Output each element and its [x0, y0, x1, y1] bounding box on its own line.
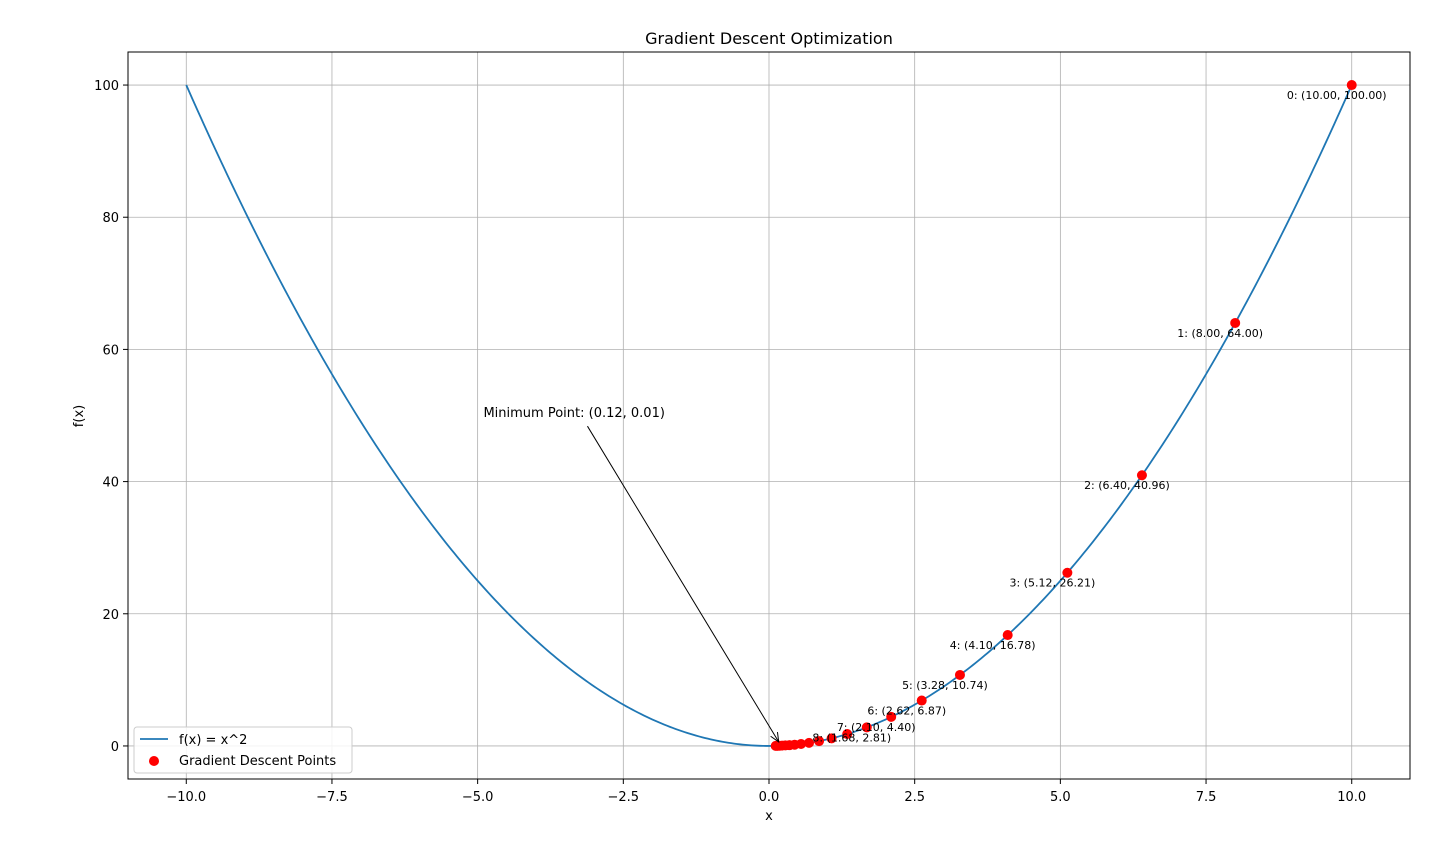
gradient-descent-point [1136, 470, 1147, 481]
gradient-descent-point [814, 736, 825, 747]
x-tick-label: 2.5 [904, 790, 925, 805]
point-label: 4: (4.10, 16.78) [950, 639, 1036, 652]
gradient-descent-point [886, 711, 897, 722]
point-label: 6: (2.62, 6.87) [867, 705, 946, 718]
gradient-descent-point [804, 737, 815, 748]
point-label: 2: (6.40, 40.96) [1084, 479, 1170, 492]
point-label: 0: (10.00, 100.00) [1287, 89, 1387, 102]
annotation-arrowhead [770, 732, 780, 743]
function-curve [185, 84, 1353, 747]
x-tick-label: 0.0 [759, 790, 780, 805]
point-labels-layer: 0: (10.00, 100.00) 1: (8.00, 64.00) 2: (6.… [812, 89, 1386, 744]
chart-title: Gradient Descent Optimization [645, 29, 893, 48]
y-tick-label: 40 [102, 476, 119, 491]
legend: f(x) = x^2 Gradient Descent Points [133, 726, 353, 774]
legend-label: f(x) = x^2 [179, 733, 247, 748]
y-tick-label: 0 [111, 740, 119, 755]
gradient-descent-point [1346, 80, 1357, 91]
legend-label: Gradient Descent Points [179, 754, 336, 769]
gradient-descent-point [1230, 317, 1241, 328]
point-label: 5: (3.28, 10.74) [902, 679, 988, 692]
gradient-descent-point [842, 729, 853, 740]
x-tick-label: 7.5 [1196, 790, 1217, 805]
legend-box [133, 726, 353, 774]
gradient-descent-point [861, 722, 872, 733]
point-label: 8: (1.68, 2.81) [812, 731, 891, 744]
x-tick-label: −7.5 [316, 790, 348, 805]
axis-ticks: −10.0 −7.5 −5.0 −2.5 0.0 2.5 5.0 7.5 10.0 0 20 40 60… [94, 79, 1366, 805]
point-label: 3: (5.12, 26.21) [1009, 577, 1095, 590]
y-tick-label: 20 [102, 608, 119, 623]
gradient-descent-point [1002, 630, 1013, 641]
legend-marker-swatch [149, 756, 159, 766]
gradient-descent-point [1062, 567, 1073, 578]
x-axis-label: x [765, 809, 773, 824]
annotation-layer: Minimum Point: (0.12, 0.01) [483, 406, 780, 743]
y-tick-label: 80 [102, 211, 119, 226]
x-tick-label: 10.0 [1337, 790, 1366, 805]
point-label: 7: (2.10, 4.40) [837, 721, 916, 734]
curve-layer [185, 84, 1353, 747]
point-label: 1: (8.00, 64.00) [1177, 327, 1263, 340]
x-tick-label: −5.0 [462, 790, 494, 805]
gradient-descent-point [826, 733, 837, 744]
gradient-descent-point [916, 695, 927, 706]
y-tick-label: 60 [102, 343, 119, 358]
annotation-text: Minimum Point: (0.12, 0.01) [483, 406, 664, 421]
annotation-arrow-line [587, 425, 780, 743]
y-tick-label: 100 [94, 79, 119, 94]
y-axis-label: f(x) [72, 405, 87, 427]
x-tick-label: −10.0 [166, 790, 206, 805]
gradient-descent-point [954, 669, 965, 680]
gradient-descent-point [770, 740, 781, 751]
scatter-layer [770, 80, 1357, 751]
x-tick-label: −2.5 [608, 790, 640, 805]
x-tick-label: 5.0 [1050, 790, 1071, 805]
